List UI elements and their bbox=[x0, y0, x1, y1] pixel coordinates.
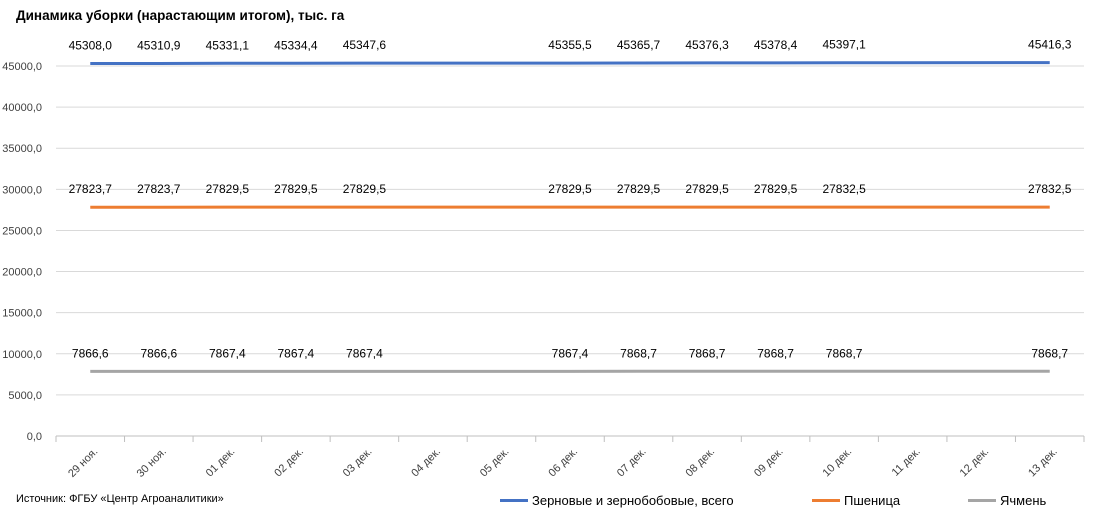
x-tick-label: 13 дек. bbox=[1026, 446, 1060, 480]
y-tick-label: 15000,0 bbox=[2, 308, 42, 320]
legend-item: Ячмень bbox=[968, 492, 1046, 508]
legend-item: Зерновые и зернобобовые, всего bbox=[500, 492, 734, 508]
series-lines bbox=[90, 61, 1050, 373]
x-tick-label: 11 дек. bbox=[890, 446, 923, 479]
x-tick-label: 09 дек. bbox=[752, 446, 786, 480]
x-tick-label: 08 дек. bbox=[683, 446, 717, 480]
data-label: 7868,7 bbox=[689, 346, 726, 360]
y-tick-label: 45000,0 bbox=[2, 61, 42, 73]
x-axis-ticks: 29 ноя. 30 ноя. 01 дек. 02 дек. 03 дек. 04 де… bbox=[66, 446, 1060, 480]
data-label: 45347,6 bbox=[343, 38, 387, 52]
data-label: 27829,5 bbox=[754, 182, 798, 196]
x-tick-label: 10 дек. bbox=[821, 446, 855, 480]
x-tick-label: 29 ноя. bbox=[66, 446, 100, 480]
y-tick-label: 5000,0 bbox=[8, 390, 42, 402]
y-tick-label: 25000,0 bbox=[2, 225, 42, 237]
chart-title: Динамика уборки (нарастающим итогом), ты… bbox=[16, 8, 345, 23]
series-line bbox=[90, 61, 1050, 65]
data-label: 7868,7 bbox=[826, 346, 863, 360]
data-label: 27829,5 bbox=[343, 182, 387, 196]
x-tick-label: 02 дек. bbox=[272, 446, 306, 480]
legend-label: Ячмень bbox=[1000, 493, 1047, 509]
data-label: 27829,5 bbox=[206, 182, 250, 196]
x-tick-label: 05 дек. bbox=[478, 446, 512, 480]
data-label: 27823,7 bbox=[69, 182, 113, 196]
data-labels: 45308,0 45310,9 45331,1 45334,4 45347,6 45355… bbox=[69, 38, 1072, 361]
x-tick-label: 03 дек. bbox=[341, 446, 375, 480]
data-label: 27823,7 bbox=[137, 182, 181, 196]
data-label: 45376,3 bbox=[685, 38, 729, 52]
data-label: 45416,3 bbox=[1028, 38, 1072, 52]
x-tick-label: 12 дек. bbox=[958, 446, 992, 480]
legend-label: Зерновые и зернобобовые, всего bbox=[532, 493, 734, 509]
data-label: 7868,7 bbox=[620, 346, 657, 360]
y-axis-ticks: 0,0 5000,0 10000,0 15000,0 20000,0 25000,0 300… bbox=[2, 61, 42, 443]
legend-item: Пшеница bbox=[812, 492, 900, 508]
data-label: 27829,5 bbox=[685, 182, 729, 196]
data-label: 27829,5 bbox=[617, 182, 661, 196]
y-tick-label: 20000,0 bbox=[2, 267, 42, 279]
x-tick-label: 04 дек. bbox=[409, 446, 443, 480]
data-label: 7866,6 bbox=[72, 346, 109, 360]
legend-label: Пшеница bbox=[844, 493, 901, 509]
x-tick-label: 07 дек. bbox=[615, 446, 649, 480]
data-label: 27829,5 bbox=[274, 182, 318, 196]
data-label: 45378,4 bbox=[754, 38, 798, 52]
data-label: 45334,4 bbox=[274, 38, 318, 52]
data-label: 45310,9 bbox=[137, 38, 181, 52]
y-tick-label: 35000,0 bbox=[2, 143, 42, 155]
source-note: Источник: ФГБУ «Центр Агроаналитики» bbox=[16, 493, 224, 505]
data-label: 7868,7 bbox=[1031, 346, 1068, 360]
y-tick-label: 10000,0 bbox=[2, 349, 42, 361]
data-label: 27832,5 bbox=[822, 182, 866, 196]
data-label: 7867,4 bbox=[346, 346, 383, 360]
data-label: 7866,6 bbox=[140, 346, 177, 360]
data-label: 45397,1 bbox=[822, 38, 866, 52]
data-label: 7867,4 bbox=[552, 346, 589, 360]
y-tick-label: 30000,0 bbox=[2, 184, 42, 196]
data-label: 45365,7 bbox=[617, 38, 661, 52]
x-tick-label: 01 дек. bbox=[204, 446, 238, 480]
legend-swatch bbox=[500, 499, 528, 503]
data-label: 7867,4 bbox=[209, 346, 246, 360]
legend-swatch bbox=[812, 499, 840, 503]
y-tick-label: 40000,0 bbox=[2, 102, 42, 114]
data-label: 7867,4 bbox=[278, 346, 315, 360]
x-tick-label: 30 ноя. bbox=[135, 446, 169, 480]
data-label: 45355,5 bbox=[548, 38, 592, 52]
legend-swatch bbox=[968, 499, 996, 503]
grid-lines bbox=[55, 65, 1085, 442]
data-label: 45308,0 bbox=[69, 38, 113, 52]
data-label: 27832,5 bbox=[1028, 182, 1072, 196]
y-tick-label: 0,0 bbox=[27, 431, 42, 443]
x-tick-label: 06 дек. bbox=[546, 446, 580, 480]
data-label: 27829,5 bbox=[548, 182, 592, 196]
data-label: 7868,7 bbox=[757, 346, 794, 360]
data-label: 45331,1 bbox=[206, 38, 250, 52]
